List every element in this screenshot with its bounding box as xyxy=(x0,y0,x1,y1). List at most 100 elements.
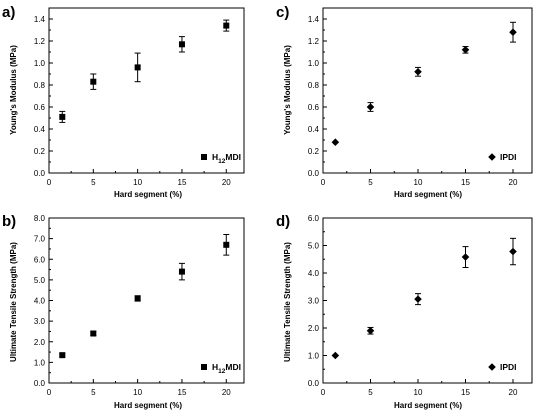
y-tick-label: 1.4 xyxy=(34,15,46,24)
y-tick-label: 0.0 xyxy=(308,379,320,388)
data-point xyxy=(90,78,97,85)
ticks: 0 5 10 15 20 0.0 0.2 0.4 0.6 0.8 1.0 1.2 1.4 xyxy=(34,7,231,187)
x-tick-label: 10 xyxy=(133,178,142,187)
x-axis-title: Hard segment (%) xyxy=(394,401,462,410)
x-axis-title: Hard segment (%) xyxy=(114,401,182,410)
y-tick-label: 8.0 xyxy=(34,214,46,223)
plot-frame xyxy=(322,7,533,174)
legend-marker xyxy=(488,153,496,161)
y-tick-label: 0.2 xyxy=(34,147,46,156)
y-tick-label: 5.0 xyxy=(308,242,320,251)
y-tick-label: 0.0 xyxy=(308,169,320,178)
y-tick-label: 1.0 xyxy=(34,358,46,367)
y-tick-label: 1.2 xyxy=(34,37,46,46)
legend-label-main: IPDI xyxy=(500,362,517,372)
legend: H12MDI xyxy=(201,152,241,165)
y-tick-label: 2.0 xyxy=(34,338,46,347)
x-tick-label: 20 xyxy=(509,388,518,397)
data-point xyxy=(331,138,340,146)
y-tick-label: 1.2 xyxy=(308,37,320,46)
x-tick-label: 5 xyxy=(368,388,373,397)
y-tick-label: 0.6 xyxy=(34,103,46,112)
panel-label-b: b) xyxy=(2,213,16,230)
y-tick-label: 1.0 xyxy=(308,352,320,361)
y-axis-title: Young's Modulus (MPa) xyxy=(283,45,292,135)
legend-label: H12MDI xyxy=(212,362,241,375)
plot-frame xyxy=(322,217,533,384)
y-tick-label: 7.0 xyxy=(34,235,46,244)
data-point xyxy=(90,330,97,337)
data-marks xyxy=(331,237,517,360)
data-point xyxy=(461,253,470,261)
legend-marker xyxy=(201,154,207,160)
legend-label: IPDI xyxy=(500,362,517,372)
data-marks xyxy=(59,19,230,123)
legend-label-subscript: 12 xyxy=(218,368,226,375)
x-tick-label: 0 xyxy=(321,388,326,397)
data-point xyxy=(509,28,517,36)
ticks: 0 5 10 15 20 0.0 0.2 0.4 0.6 0.8 1.0 1.2 1.4 xyxy=(308,7,518,187)
x-axis-title: Hard segment (%) xyxy=(114,190,182,199)
panel-d-tensile-strength-ipdi: d) Ultimate Tensile Strength (MPa) Hard … xyxy=(276,213,533,410)
x-tick-label: 20 xyxy=(222,388,231,397)
y-tick-label: 0.0 xyxy=(34,169,46,178)
y-tick-label: 0.8 xyxy=(308,81,320,90)
y-tick-label: 3.0 xyxy=(34,317,46,326)
y-tick-label: 2.0 xyxy=(308,324,320,333)
legend-label-subscript: 12 xyxy=(218,158,226,165)
y-tick-label: 0.4 xyxy=(34,125,46,134)
x-tick-label: 10 xyxy=(414,388,423,397)
data-point xyxy=(414,295,422,303)
x-axis-title: Hard segment (%) xyxy=(394,190,462,199)
data-point xyxy=(461,46,470,54)
data-point xyxy=(178,268,185,275)
legend-diamond-marker xyxy=(488,363,496,371)
y-tick-label: 4.0 xyxy=(34,297,46,306)
panel-c-youngs-modulus-ipdi: c) Young's Modulus (MPa) Hard segment (%… xyxy=(276,4,533,199)
plot-frame xyxy=(48,7,245,174)
x-tick-label: 10 xyxy=(414,178,423,187)
y-tick-label: 0.4 xyxy=(308,125,320,134)
legend-marker xyxy=(488,363,496,371)
data-point xyxy=(414,68,422,76)
legend-marker xyxy=(201,364,207,370)
y-tick-label: 0.2 xyxy=(308,147,320,156)
panel-b-tensile-strength-h12mdi: b) Ultimate Tensile Strength (MPa) Hard … xyxy=(2,213,245,410)
legend: H12MDI xyxy=(201,362,241,375)
y-tick-label: 6.0 xyxy=(308,214,320,223)
y-tick-label: 0.8 xyxy=(34,81,46,90)
legend-diamond-marker xyxy=(488,153,496,161)
ticks: 0 5 10 15 20 0.0 1.0 2.0 3.0 4.0 5.0 6.0 7.0 8.0 xyxy=(34,214,231,397)
legend-label-main: H xyxy=(212,152,218,162)
x-tick-label: 5 xyxy=(91,178,96,187)
ticks: 0 5 10 15 20 0.0 1.0 2.0 3.0 4.0 5.0 6.0 xyxy=(308,214,518,397)
x-tick-label: 10 xyxy=(133,388,142,397)
y-tick-label: 0.6 xyxy=(308,103,320,112)
legend-label: H12MDI xyxy=(212,152,241,165)
panel-label-d: d) xyxy=(276,213,290,230)
panel-label-c: c) xyxy=(276,4,289,21)
data-point xyxy=(134,295,141,302)
data-point xyxy=(59,113,66,120)
y-axis-title: Ultimate Tensile Strength (MPa) xyxy=(283,242,292,362)
data-point xyxy=(366,326,375,335)
y-tick-label: 1.0 xyxy=(308,59,320,68)
x-tick-label: 0 xyxy=(47,178,52,187)
data-point xyxy=(134,64,141,71)
legend-label-main: IPDI xyxy=(500,152,517,162)
data-point xyxy=(223,22,230,29)
plot-frame xyxy=(48,217,245,384)
legend: IPDI xyxy=(488,152,517,162)
legend-square-marker xyxy=(201,364,207,370)
panel-a-youngs-modulus-h12mdi: a) Young's Modulus (MPa) Hard segment (%… xyxy=(2,4,245,199)
y-tick-label: 5.0 xyxy=(34,276,46,285)
x-tick-label: 0 xyxy=(321,178,326,187)
y-tick-label: 0.0 xyxy=(34,379,46,388)
y-axis-title: Young's Modulus (MPa) xyxy=(9,45,18,135)
x-tick-label: 5 xyxy=(368,178,373,187)
data-point xyxy=(509,247,517,256)
legend-label-tail: MDI xyxy=(225,362,241,372)
y-tick-label: 6.0 xyxy=(34,255,46,264)
x-tick-label: 15 xyxy=(178,388,187,397)
